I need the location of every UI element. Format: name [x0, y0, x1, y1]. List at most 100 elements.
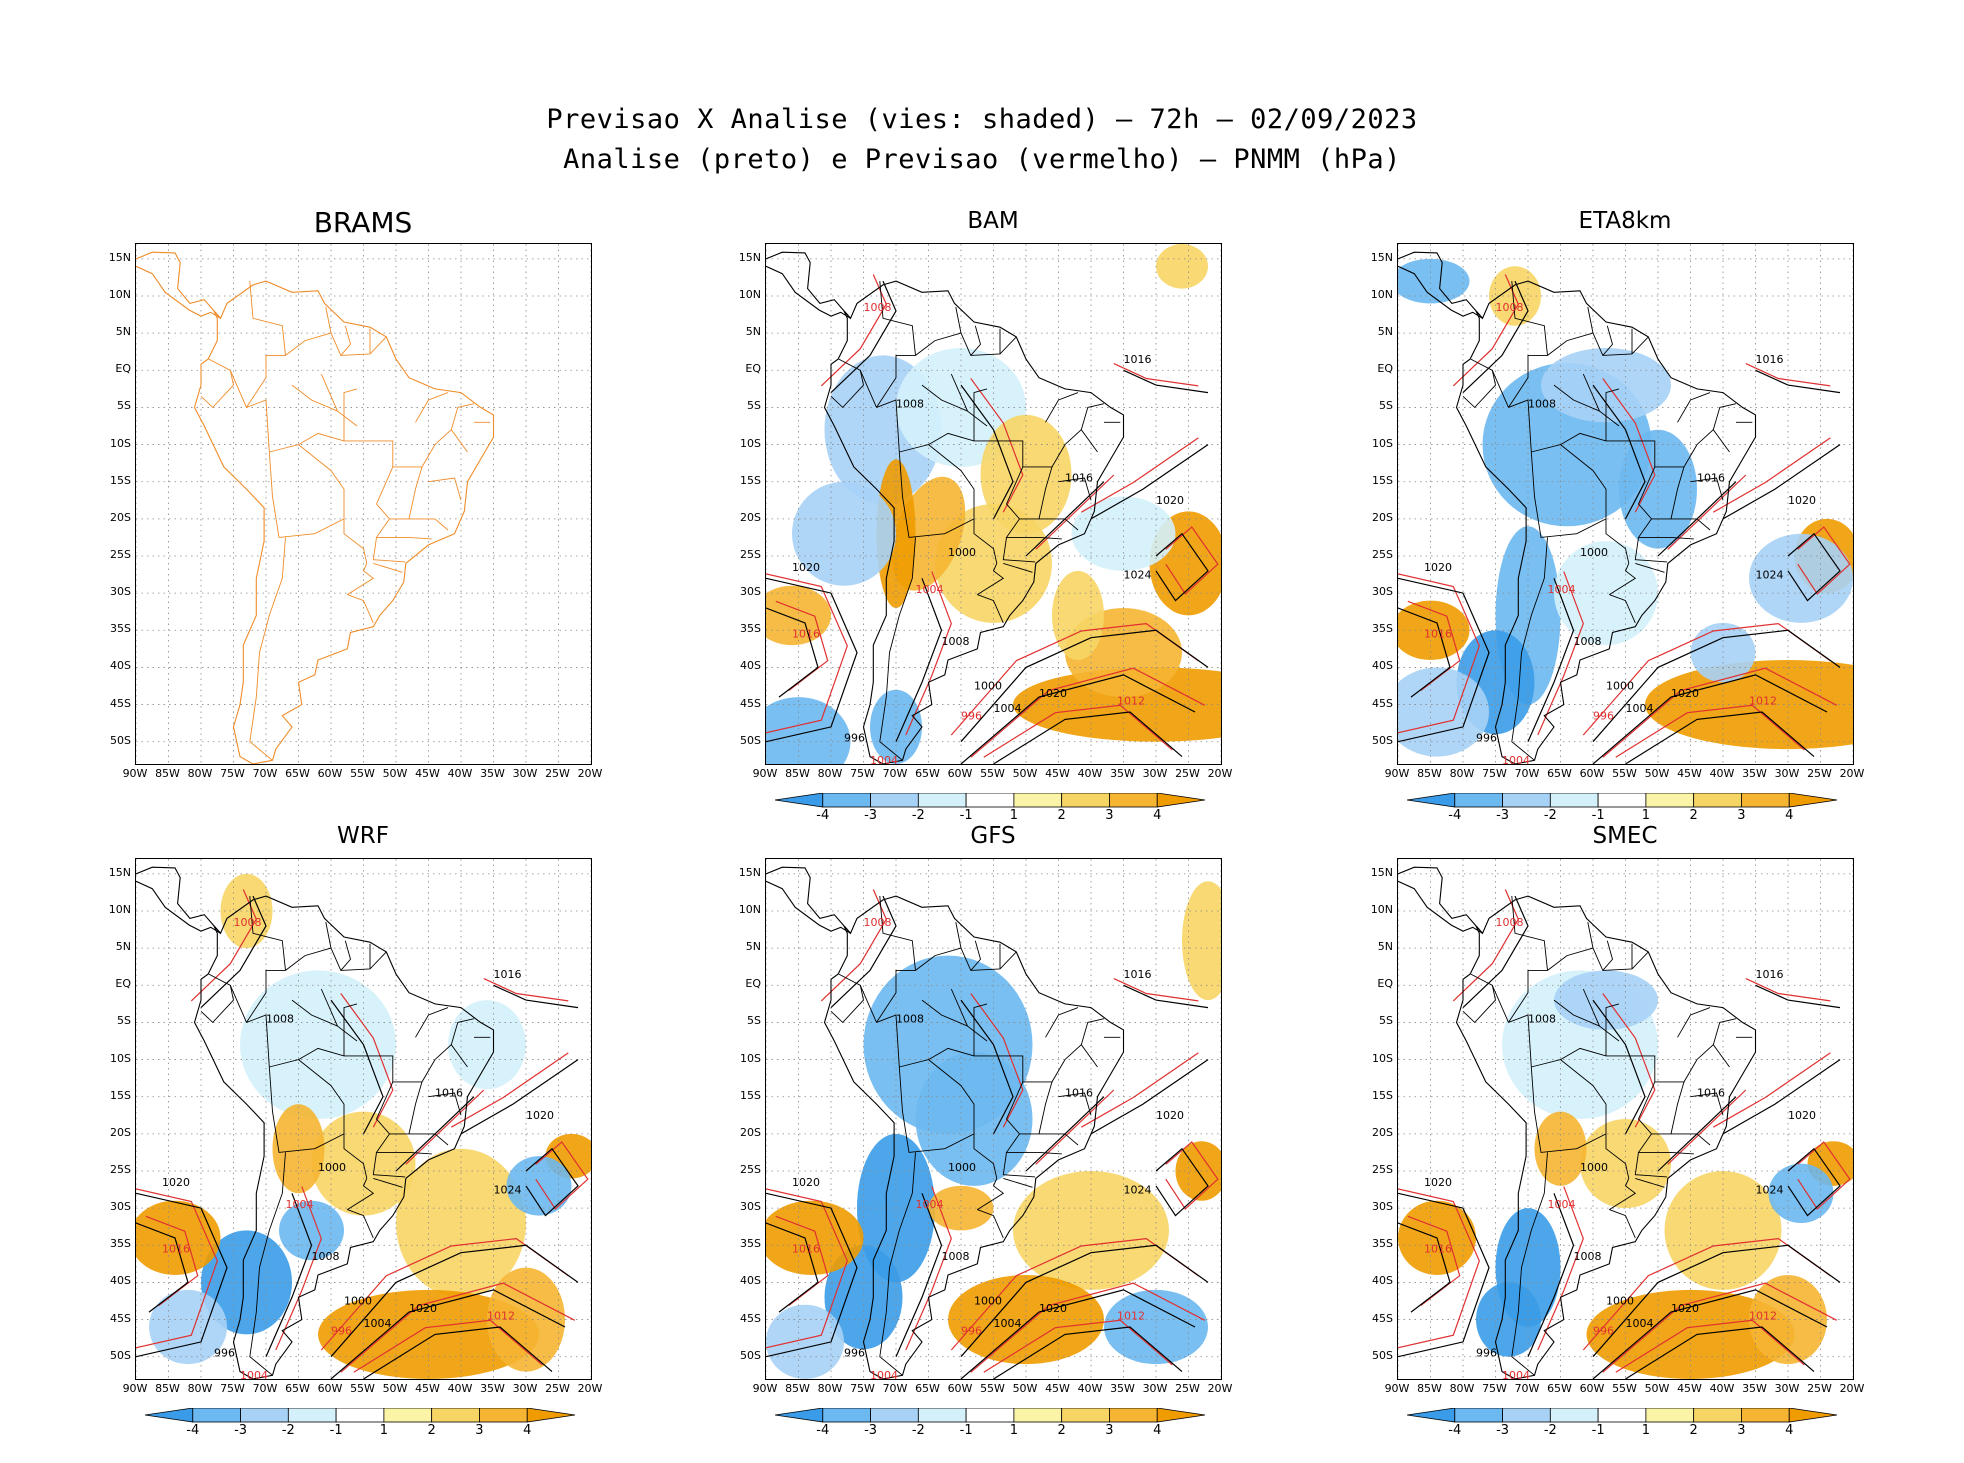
x-tick-label: 35W: [480, 767, 505, 780]
isobar-label: 1004: [1548, 583, 1576, 596]
forecast-isobar: [1081, 437, 1199, 513]
bias-shading: [136, 873, 591, 1379]
forecast-isobar: [145, 1215, 199, 1306]
forecast-isobar: [353, 1319, 543, 1373]
border: [1530, 1066, 1607, 1153]
colorbar-swatch: [822, 1407, 871, 1423]
colorbar-label: -4: [816, 808, 830, 823]
analysis-isobar: [363, 1326, 553, 1379]
forecast-isobar: [775, 600, 829, 691]
map-frame: 996 1004 1008 1000 1004 1000 1020 1012 1016 1024 1…: [1397, 243, 1854, 765]
y-tick-label: 30S: [110, 585, 131, 599]
border: [1531, 444, 1607, 519]
colorbar-swatch: [1741, 1407, 1790, 1423]
isobar-label: 996: [1593, 709, 1614, 722]
border: [375, 1133, 432, 1155]
x-tick-label: 70W: [1514, 767, 1540, 780]
y-tick-label: 50S: [740, 733, 761, 747]
gridlines: [766, 244, 1221, 764]
colorbar-swatch: [1502, 1407, 1551, 1423]
y-tick-label: 50S: [740, 1348, 761, 1362]
isobar-labels: 996 1004 1008 1000 1004 1000 1020 1012 1016 1024 1…: [162, 916, 554, 1379]
x-tick-label: 65W: [285, 767, 310, 780]
isobar-label: 1020: [1788, 494, 1816, 507]
border: [977, 594, 1004, 624]
y-tick-label: 5S: [747, 399, 761, 413]
border: [1045, 392, 1079, 423]
x-tick-label: 90W: [1384, 1382, 1410, 1395]
border: [269, 444, 345, 519]
x-tick-label: 75W: [850, 767, 875, 780]
x-tick-label: 75W: [1482, 767, 1507, 780]
coastline: [136, 251, 221, 319]
forecast-isobar: [1452, 274, 1519, 387]
border: [208, 358, 247, 408]
analysis-isobar: [895, 1193, 943, 1357]
border: [1677, 392, 1711, 423]
border: [1712, 403, 1737, 430]
x-tick-label: 90W: [1384, 767, 1410, 780]
y-tick-label: 20S: [740, 510, 761, 524]
x-tick-label: 40W: [1709, 767, 1735, 780]
border: [1039, 518, 1079, 531]
y-tick-label: 15S: [110, 473, 131, 487]
colorbar-label: 4: [1785, 808, 1794, 823]
x-tick-label: 85W: [785, 767, 810, 780]
coastline: [136, 866, 221, 934]
colorbar-label: -3: [864, 808, 878, 823]
border: [830, 370, 864, 409]
bias-cell: [1541, 348, 1671, 423]
colorbar-label: -2: [911, 1423, 925, 1438]
gridlines: [136, 244, 591, 764]
y-tick-label: 40S: [110, 1274, 131, 1288]
map-svg: 996 1004 1008 1000 1004 1000 1020 1012 1016 1024 1…: [766, 859, 1221, 1379]
colorbar-swatch: [1061, 792, 1110, 808]
x-tick-label: 25W: [1807, 1382, 1832, 1395]
x-tick-label: 80W: [187, 767, 213, 780]
border: [1470, 973, 1509, 1023]
y-tick-label: 20S: [1372, 1125, 1393, 1139]
colorbar-label: -1: [1591, 1423, 1605, 1438]
border: [325, 307, 332, 334]
x-tick-label: 70W: [252, 1382, 278, 1395]
isobar-labels: 996 1004 1008 1000 1004 1000 1020 1012 1016 1024 1…: [792, 916, 1184, 1379]
x-tick-label: 20W: [577, 1382, 603, 1395]
border: [340, 940, 351, 971]
isobar-label: 1004: [994, 702, 1022, 715]
forecast-isobar: [1713, 1052, 1831, 1128]
y-tick-label: EQ: [115, 977, 131, 991]
y-tick-label: 10S: [110, 1051, 131, 1065]
border: [246, 332, 387, 408]
analysis-isobar: [265, 1193, 313, 1357]
y-tick-label: 35S: [740, 622, 761, 636]
forecast-isobar: [1407, 1215, 1461, 1306]
colorbar-swatch: [1156, 1407, 1206, 1423]
colorbar-swatch: [479, 1407, 528, 1423]
forecast-isobar: [1081, 1052, 1199, 1128]
bias-cell: [766, 697, 851, 764]
x-tick-label: 60W: [947, 767, 973, 780]
y-tick-label: 30S: [110, 1200, 131, 1214]
gridlines: [1398, 859, 1853, 1379]
isobar-labels: 996 1004 1008 1000 1004 1000 1020 1012 1016 1024 1…: [792, 301, 1184, 764]
border: [1634, 537, 1668, 563]
border: [246, 947, 387, 1023]
coastlines: [136, 251, 495, 764]
border: [1609, 563, 1637, 595]
y-tick-label: 50S: [110, 1348, 131, 1362]
border: [1003, 562, 1033, 573]
colorbar-label: 1: [1009, 1423, 1019, 1438]
forecast-isobar: [820, 889, 887, 1002]
isobar-label: 1008: [234, 916, 262, 929]
border: [1002, 1152, 1036, 1178]
y-tick-label: 45S: [1372, 696, 1393, 710]
isobar-label: 1016: [1124, 353, 1152, 366]
analysis-isobar: [330, 1244, 579, 1358]
analysis-isobar: [1592, 674, 1828, 764]
border: [1634, 1152, 1668, 1178]
border: [1637, 518, 1694, 540]
border: [428, 477, 462, 501]
colorbar-swatch: [431, 1407, 480, 1423]
border: [1587, 922, 1594, 949]
isobar-label: 1004: [916, 1198, 944, 1211]
